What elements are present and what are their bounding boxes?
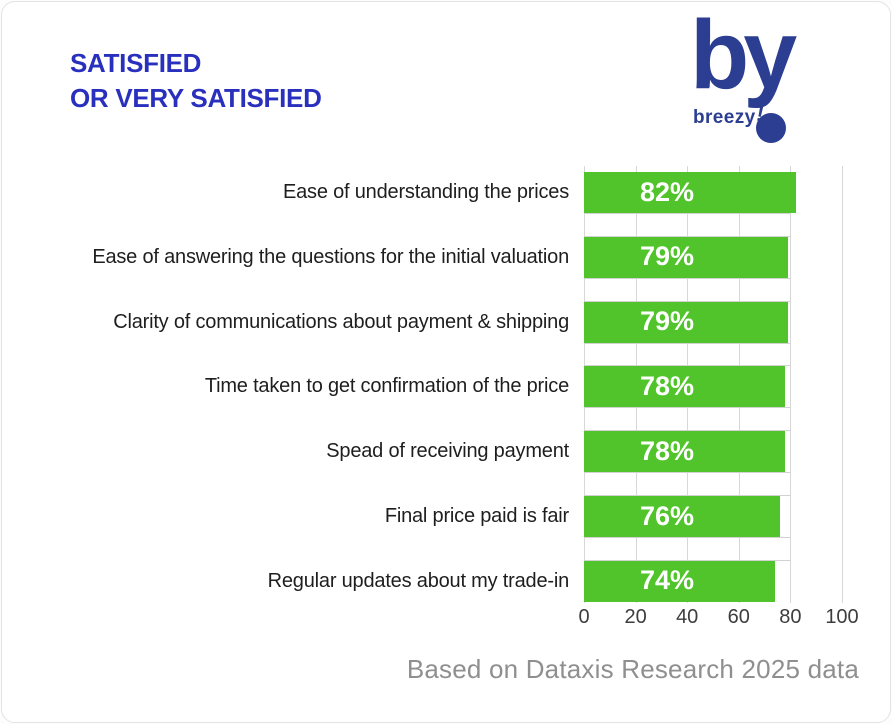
logo-dot-icon [756,113,786,143]
bar: 79% [584,301,788,343]
axis-tick-label: 0 [578,606,590,628]
bar: 74% [584,560,775,602]
bar: 79% [584,236,788,278]
bar-value-label: 74% [640,565,695,596]
bar: 82% [584,172,796,213]
category-label: Time taken to get confirmation of the pr… [204,375,569,398]
axis-tick-label: 60 [727,606,750,628]
title-line-2: OR VERY SATISFIED [70,83,322,113]
axis-tick-label: 100 [825,606,859,628]
bar: 78% [584,431,786,473]
bar: 78% [584,366,786,408]
axis-tick-label: 40 [676,606,699,628]
bar-value-label: 76% [640,500,695,531]
breezy-logo: by breezy! [682,2,832,150]
grid-gap-cell [584,342,791,367]
category-label: Spead of receiving payment [326,440,569,463]
plot-area: 82% 79% 79% 78% 78% 76% 74% [584,166,843,603]
logo-by-text: by [690,1,797,109]
gridline-x-80 [790,166,792,603]
x-axis: 0 20 40 60 80 100 [578,606,858,632]
bar: 76% [584,496,781,537]
category-label: Ease of understanding the prices [282,181,569,203]
bar-value-label: 79% [640,305,695,336]
bar-value-label: 78% [640,370,695,401]
gridline-x-100 [842,166,843,603]
source-note: Based on Dataxis Research 2025 data [406,654,859,684]
grid-gap-cell [584,472,791,496]
grid-gap-cell [584,277,791,302]
axis-tick-label: 80 [779,606,802,628]
bar-value-label: 78% [640,435,695,466]
logo-wordmark-text: breezy [693,107,756,128]
bar-value-label: 79% [640,241,695,272]
category-label: Final price paid is fair [384,505,569,527]
category-label: Clarity of communications about payment … [113,310,569,333]
category-label: Regular updates about my trade-in [267,569,570,592]
grid-gap-cell [584,407,791,432]
axis-tick-label: 20 [624,606,647,628]
category-label: Ease of answering the questions for the … [92,245,569,268]
grid-gap-cell [584,213,791,237]
logo-wordmark: breezy! [693,103,766,129]
grid-gap-cell [584,537,791,561]
bar-value-label: 82% [640,176,695,207]
title-line-1: SATISFIED [70,48,202,78]
page-title: SATISFIED OR VERY SATISFIED [70,46,322,116]
